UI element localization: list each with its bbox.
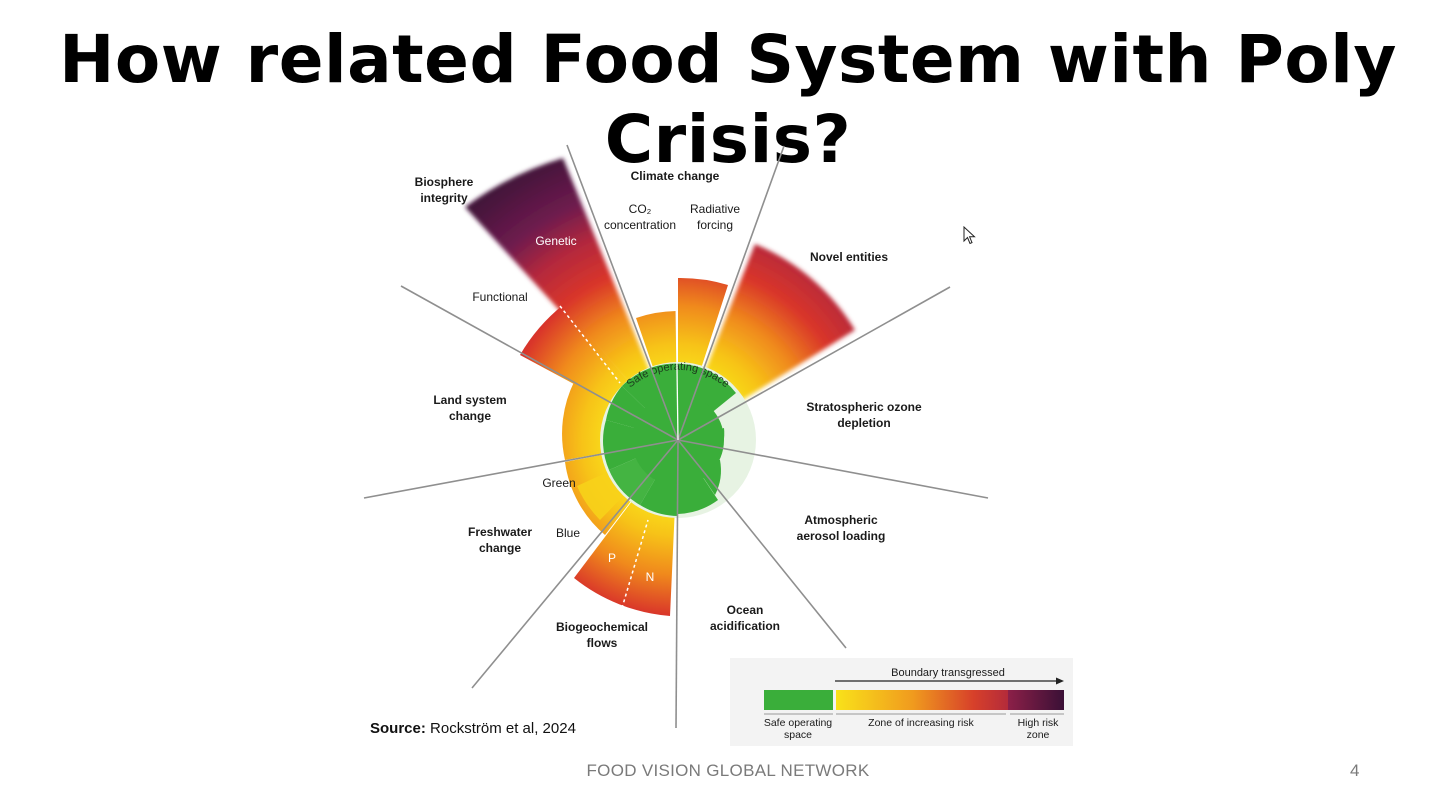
label-biogeochemical-line2: flows: [587, 636, 618, 650]
legend-safe-swatch: [764, 690, 833, 710]
label-biosphere-line2: integrity: [420, 191, 468, 205]
label-functional: Functional: [472, 290, 527, 304]
climate-sub-divider: [675, 295, 679, 441]
slide-footer: FOOD VISION GLOBAL NETWORK: [586, 761, 870, 780]
label-biogeochemical-line1: Biogeochemical: [556, 620, 648, 634]
slide-title: How related Food System with Poly Crisis…: [59, 21, 1397, 178]
label-novel-entities: Novel entities: [810, 250, 888, 264]
source-citation: Source: Rockström et al, 2024: [370, 720, 576, 737]
label-radiative-line1: Radiative: [690, 202, 740, 216]
label-biosphere-line1: Biosphere: [415, 175, 474, 189]
legend: Boundary transgressed Safe operating spa…: [764, 667, 1064, 741]
label-ozone-line1: Stratospheric ozone: [806, 400, 922, 414]
legend-safe-line1: Safe operating: [764, 717, 832, 729]
label-aerosol-line1: Atmospheric: [804, 513, 878, 527]
boundary-divider-lines: [363, 144, 989, 729]
label-co2-line2: concentration: [604, 218, 676, 232]
label-land-line1: Land system: [433, 393, 506, 407]
page-number: 4: [1350, 761, 1360, 780]
legend-arrow-head-icon: [1056, 677, 1064, 685]
label-ocean-line2: acidification: [710, 619, 780, 633]
label-aerosol-line2: aerosol loading: [797, 529, 886, 543]
label-ocean-line1: Ocean: [727, 603, 764, 617]
legend-header: Boundary transgressed: [891, 667, 1005, 679]
label-land-line2: change: [449, 409, 491, 423]
legend-safe-line2: space: [784, 729, 812, 741]
label-blue: Blue: [556, 526, 580, 540]
source-label: Source:: [370, 720, 426, 737]
wedge-biosphere-genetic: [465, 158, 678, 440]
label-genetic: Genetic: [535, 234, 576, 248]
legend-high-line2: zone: [1027, 729, 1050, 741]
label-co2-line1: CO₂: [629, 202, 652, 216]
legend-increasing-label: Zone of increasing risk: [868, 717, 974, 729]
label-freshwater-line2: change: [479, 541, 521, 555]
label-radiative-line2: forcing: [697, 218, 733, 232]
legend-high-line1: High risk: [1018, 717, 1060, 729]
legend-increasing-swatch: [836, 690, 1008, 710]
label-climate-change: Climate change: [631, 169, 720, 183]
label-ozone-line2: depletion: [837, 416, 890, 430]
label-green: Green: [542, 476, 575, 490]
label-freshwater-line1: Freshwater: [468, 525, 532, 539]
mouse-cursor-icon: [963, 226, 976, 245]
source-text: Rockström et al, 2024: [430, 720, 576, 737]
label-n: N: [646, 570, 655, 584]
label-p: P: [608, 551, 616, 565]
legend-high-swatch: [1008, 690, 1064, 710]
